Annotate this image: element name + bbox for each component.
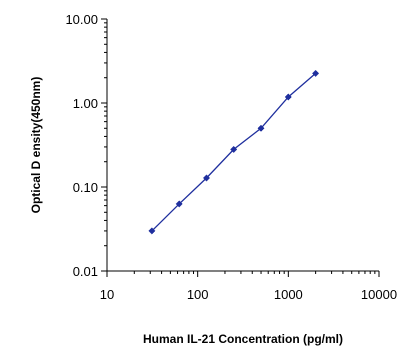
data-point bbox=[312, 69, 320, 77]
data-point bbox=[284, 93, 292, 101]
data-point bbox=[257, 124, 265, 132]
y-tick-label: 0.10 bbox=[73, 180, 98, 195]
data-point bbox=[175, 200, 183, 208]
data-point bbox=[230, 145, 238, 153]
x-tick-label: 10000 bbox=[361, 287, 397, 302]
y-tick-label: 1.00 bbox=[73, 96, 98, 111]
x-ticks: 10 100 1000 10000 bbox=[100, 271, 397, 302]
y-tick-label: 0.01 bbox=[73, 264, 98, 279]
data-point bbox=[148, 227, 156, 235]
x-tick-label: 1000 bbox=[274, 287, 303, 302]
series-layer bbox=[148, 69, 320, 235]
y-tick-label: 10.00 bbox=[65, 12, 98, 27]
x-tick-label: 10 bbox=[100, 287, 114, 302]
y-axis-title: Optical D ensity(450nm) bbox=[29, 77, 43, 214]
y-ticks: 10.00 1.00 0.10 0.01 bbox=[65, 12, 107, 279]
data-point bbox=[202, 174, 211, 182]
x-axis-title: Human IL-21 Concentration (pg/ml) bbox=[143, 332, 343, 346]
x-tick-label: 100 bbox=[187, 287, 209, 302]
